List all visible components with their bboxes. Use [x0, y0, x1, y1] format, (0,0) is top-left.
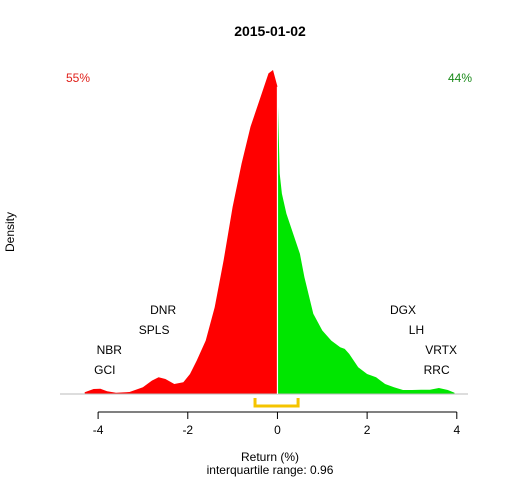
positive-density-area: [277, 86, 455, 394]
negative-share-label: 55%: [66, 71, 90, 85]
density-area-layer: [84, 70, 455, 394]
ticker-label: VRTX: [425, 343, 457, 357]
x-tick-label: -4: [93, 423, 104, 437]
ticker-label: DNR: [150, 303, 176, 317]
x-tick-label: 4: [453, 423, 460, 437]
x-tick-label: 2: [364, 423, 371, 437]
ticker-label: SPLS: [139, 323, 170, 337]
ticker-label: GCI: [94, 363, 115, 377]
iqr-bracket-mark: [253, 398, 300, 408]
negative-density-area: [84, 70, 278, 394]
x-axis: -4 -2 0 2 4: [93, 411, 460, 437]
ticker-label: DGX: [390, 303, 416, 317]
ticker-label: RRC: [424, 363, 450, 377]
x-tick-label: 0: [274, 423, 281, 437]
chart-title: 2015-01-02: [234, 23, 306, 39]
positive-share-label: 44%: [448, 71, 472, 85]
y-axis-label: Density: [3, 212, 17, 252]
ticker-label: NBR: [97, 343, 123, 357]
x-axis-label: Return (%): [241, 450, 299, 464]
ticker-label: LH: [409, 323, 424, 337]
iqr-subtitle: interquartile range: 0.96: [207, 463, 334, 477]
iqr-bracket: [253, 398, 300, 408]
x-tick-label: -2: [182, 423, 193, 437]
